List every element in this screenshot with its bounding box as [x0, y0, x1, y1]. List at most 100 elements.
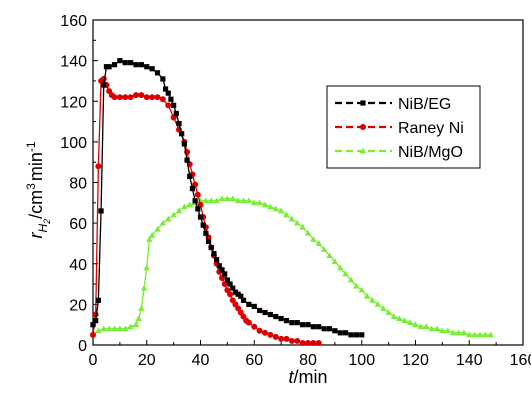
data-point: [103, 64, 110, 70]
data-point: [235, 291, 241, 297]
x-tick-label: 80: [299, 352, 317, 369]
data-point: [277, 207, 285, 214]
data-point: [117, 58, 123, 64]
data-point: [227, 291, 234, 298]
data-point: [93, 318, 99, 324]
x-axis: 0 20 40 60 80 100 120 140 160: [89, 340, 531, 369]
data-point: [202, 197, 210, 204]
data-point: [326, 326, 333, 332]
data-point: [200, 222, 206, 228]
series-layer: [89, 58, 494, 346]
data-point: [238, 293, 244, 299]
data-point: [160, 76, 166, 82]
data-point: [262, 309, 268, 316]
data-point: [294, 337, 301, 344]
data-point: [146, 235, 153, 242]
data-point: [186, 201, 193, 208]
x-tick-label: 100: [348, 352, 375, 369]
data-point: [138, 62, 144, 68]
data-point: [363, 292, 371, 299]
data-point: [133, 92, 139, 99]
data-point: [216, 263, 222, 269]
data-point: [449, 329, 457, 336]
data-point: [390, 313, 398, 319]
data-point: [343, 330, 349, 336]
data-point: [165, 102, 172, 109]
data-point: [197, 197, 204, 204]
data-point: [122, 325, 129, 332]
data-point: [224, 195, 231, 202]
data-point: [417, 323, 425, 330]
data-point: [348, 332, 354, 338]
data-point: [203, 230, 209, 236]
data-point: [154, 225, 161, 232]
data-point: [283, 211, 290, 218]
data-point: [173, 110, 179, 117]
data-point: [214, 257, 220, 263]
data-point: [401, 317, 408, 324]
data-point: [273, 313, 279, 320]
data-point: [487, 331, 494, 338]
data-point: [138, 305, 145, 311]
data-point: [234, 197, 242, 204]
data-point: [337, 264, 344, 271]
data-point: [245, 319, 252, 326]
data-point: [165, 215, 172, 222]
data-point: [310, 235, 317, 242]
data-point: [300, 322, 306, 328]
data-point: [232, 289, 239, 295]
series-nib-mgo: [89, 195, 494, 338]
data-point: [315, 240, 322, 246]
data-point: [181, 141, 187, 147]
data-point: [106, 64, 112, 70]
x-tick-label: 20: [138, 352, 156, 369]
y-tick-label: 100: [60, 135, 87, 152]
data-point: [251, 303, 257, 310]
data-point: [128, 60, 134, 66]
data-point: [168, 96, 174, 102]
data-point: [267, 311, 273, 318]
data-point: [460, 329, 468, 336]
legend-swatch-marker: [359, 147, 367, 154]
legend-item: NiB/EG: [335, 96, 451, 113]
data-point: [406, 319, 414, 326]
data-point: [208, 197, 215, 204]
data-point: [159, 96, 166, 103]
data-point: [256, 327, 263, 334]
data-point: [294, 219, 301, 226]
data-point: [342, 270, 349, 277]
data-point: [144, 64, 150, 70]
data-point: [332, 328, 338, 334]
data-point: [240, 197, 247, 204]
data-point: [197, 214, 204, 220]
data-point: [195, 206, 201, 212]
data-point: [179, 131, 185, 137]
data-point: [116, 94, 123, 101]
data-point: [466, 331, 473, 338]
data-point: [162, 86, 169, 92]
data-point: [219, 267, 225, 273]
data-point: [205, 238, 212, 245]
x-tick-label: 0: [89, 352, 98, 369]
y-axis-label: rH2/cm3min-1: [24, 141, 52, 238]
data-point: [101, 82, 107, 88]
data-point: [476, 331, 484, 338]
data-point: [278, 335, 285, 342]
data-point: [213, 197, 220, 204]
data-point: [132, 321, 140, 328]
data-point: [222, 271, 228, 277]
y-tick-label: 20: [69, 297, 87, 314]
data-point: [283, 335, 290, 342]
data-point: [385, 309, 392, 315]
y-tick-label: 160: [60, 13, 87, 30]
plot-area: [92, 19, 524, 346]
data-point: [95, 327, 102, 334]
data-point: [245, 197, 253, 204]
data-point: [289, 320, 295, 326]
y-axis: 0 20 40 60 80 100 120 140 160: [60, 13, 98, 355]
data-point: [412, 321, 419, 328]
data-point: [305, 322, 311, 328]
y-tick-label: 40: [69, 257, 87, 274]
data-point: [316, 324, 322, 330]
data-point: [98, 208, 104, 214]
